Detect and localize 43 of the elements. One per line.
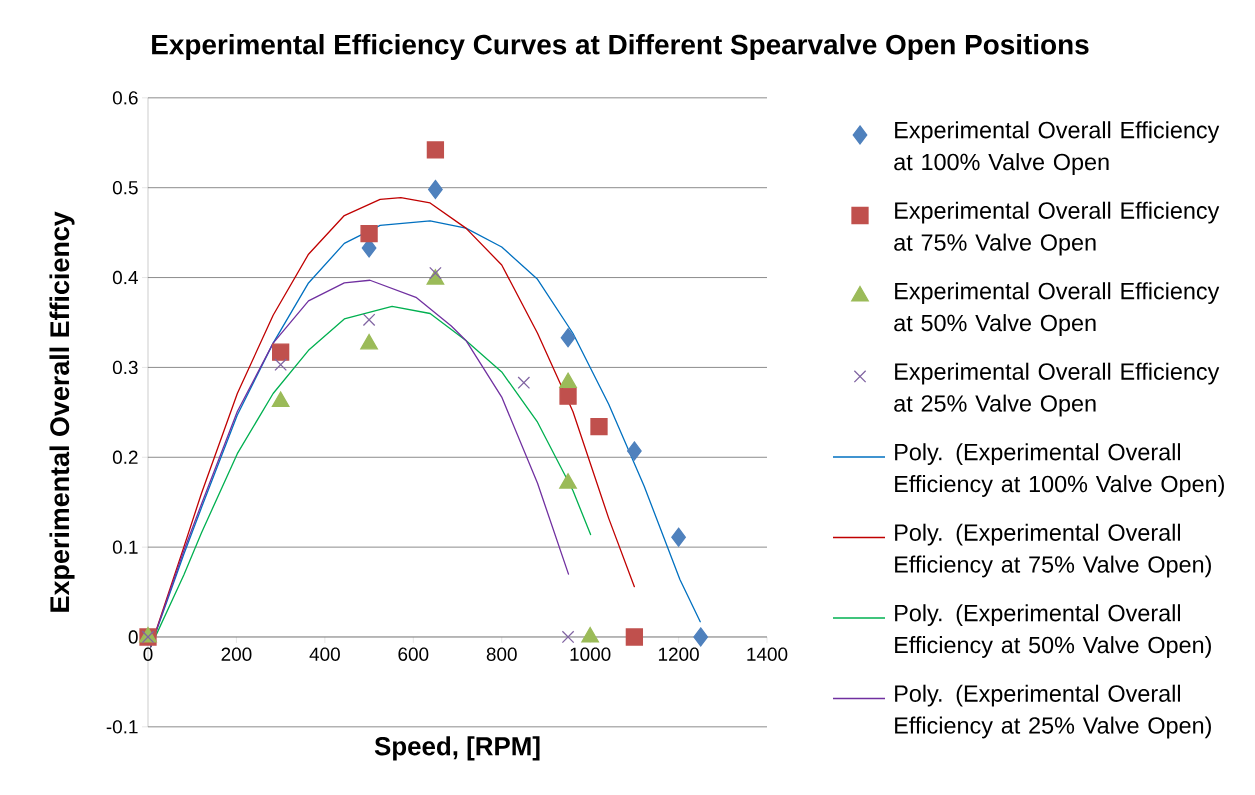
y-axis-title: Experimental Overall Efficiency <box>49 211 75 612</box>
point <box>360 224 378 243</box>
point <box>559 387 577 405</box>
point <box>274 358 287 372</box>
point <box>671 527 686 547</box>
y-tick-label: 0.4 <box>112 270 138 285</box>
point <box>626 441 642 461</box>
legend-label: Poly. (Experimental Overall Efficiency at 75% Valve Open) <box>895 523 1211 578</box>
point <box>517 376 531 389</box>
point <box>272 343 290 361</box>
x-tick-label: 1000 <box>570 647 611 661</box>
x-tick-label: 600 <box>398 647 429 661</box>
point <box>428 179 443 200</box>
y-tick-label: 0 <box>128 630 138 644</box>
point <box>625 628 644 646</box>
x-tick-label: 1200 <box>658 647 699 661</box>
y-tick-label: 0.6 <box>112 91 138 105</box>
y-tick-label: 0.5 <box>112 181 138 195</box>
y-tick-label: -0.1 <box>106 720 138 734</box>
x-tick-label: 200 <box>221 647 252 661</box>
x-tick-label: 0 <box>143 647 153 661</box>
point <box>693 627 709 647</box>
point <box>561 630 575 644</box>
point <box>426 141 445 159</box>
legend-label: Experimental Overall Efficiency at 100% Valve Open <box>894 121 1220 175</box>
legend-label: Poly. (Experimental Overall Efficiency at 50% Valve Open) <box>895 604 1211 658</box>
legend-label: Experimental Overall Efficiency at 75% Valve Open <box>894 201 1220 256</box>
legend-label: Poly. (Experimental Overall Efficiency at 25% Valve Open) <box>895 684 1211 739</box>
y-tick-label: 0.1 <box>112 540 138 554</box>
x-tick-label: 800 <box>486 647 517 661</box>
x-tick-label: 400 <box>309 647 340 661</box>
point <box>362 313 376 327</box>
y-tick-label: 0.2 <box>112 450 138 464</box>
legend-label: Experimental Overall Efficiency at 50% Valve Open <box>894 282 1220 336</box>
point <box>429 266 442 280</box>
x-axis-title: Speed, [RPM] <box>374 736 540 761</box>
point <box>560 328 576 348</box>
legend-label: Experimental Overall Efficiency at 25% Valve Open <box>894 362 1220 417</box>
x-tick-label: 1400 <box>747 647 788 661</box>
y-tick-label: 0.3 <box>112 360 138 375</box>
point <box>590 418 608 436</box>
legend-label: Poly. (Experimental Overall Efficiency at 100% Valve Open) <box>895 443 1224 497</box>
chart-title: Experimental Efficiency Curves at Different Spearvalve Open Positions <box>152 34 1089 60</box>
